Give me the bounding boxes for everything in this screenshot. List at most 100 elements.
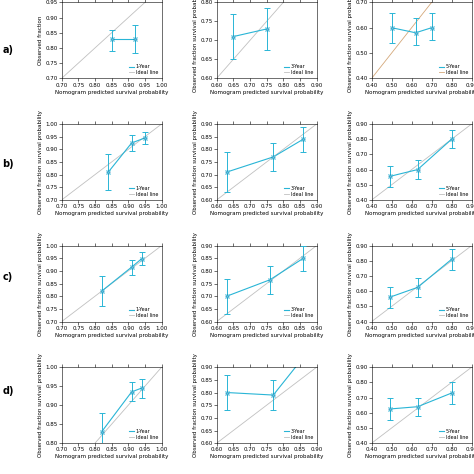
- Point: [388, 24, 395, 31]
- Point: [223, 168, 230, 176]
- Text: b): b): [2, 158, 14, 169]
- X-axis label: Nomogram predicted survival probability: Nomogram predicted survival probability: [210, 90, 323, 95]
- Point: [138, 255, 146, 263]
- Point: [303, 349, 310, 357]
- Point: [229, 33, 237, 40]
- Point: [448, 389, 456, 397]
- Y-axis label: Observed fraction survival probability: Observed fraction survival probability: [38, 110, 43, 214]
- Legend: 3-Year, Ideal line: 3-Year, Ideal line: [283, 63, 314, 76]
- Point: [386, 405, 393, 413]
- Point: [414, 166, 421, 173]
- Point: [270, 391, 277, 399]
- Point: [98, 287, 105, 295]
- Point: [386, 405, 393, 413]
- X-axis label: Nomogram predicted survival probability: Nomogram predicted survival probability: [55, 211, 168, 216]
- Legend: 1-Year, Ideal line: 1-Year, Ideal line: [128, 428, 159, 441]
- Y-axis label: Observed fraction survival probability: Observed fraction survival probability: [193, 0, 198, 92]
- Y-axis label: Observed fraction survival probability: Observed fraction survival probability: [193, 232, 198, 336]
- Point: [300, 136, 307, 143]
- Point: [104, 168, 112, 176]
- Point: [98, 428, 105, 436]
- Y-axis label: Observed fraction: Observed fraction: [38, 16, 43, 65]
- Point: [414, 283, 421, 291]
- Point: [128, 139, 136, 147]
- Point: [138, 384, 146, 392]
- Point: [428, 24, 436, 31]
- Point: [270, 391, 277, 399]
- Point: [108, 35, 115, 43]
- Legend: 3-Year, Ideal line: 3-Year, Ideal line: [283, 307, 314, 319]
- Point: [448, 255, 456, 263]
- Point: [412, 29, 419, 36]
- Point: [138, 255, 146, 263]
- Point: [128, 388, 136, 396]
- Point: [128, 388, 136, 396]
- Point: [223, 292, 230, 300]
- Point: [448, 136, 456, 143]
- Point: [229, 33, 237, 40]
- Point: [412, 29, 419, 36]
- Y-axis label: Observed fraction survival probability: Observed fraction survival probability: [38, 232, 43, 336]
- Y-axis label: Observed fraction survival probability: Observed fraction survival probability: [193, 110, 198, 214]
- Point: [131, 35, 139, 43]
- Point: [386, 173, 393, 180]
- Point: [128, 264, 136, 271]
- Point: [98, 428, 105, 436]
- Point: [414, 403, 421, 410]
- Point: [128, 264, 136, 271]
- Point: [270, 153, 277, 161]
- Point: [428, 24, 436, 31]
- Point: [448, 255, 456, 263]
- Legend: 5-Year, Ideal line: 5-Year, Ideal line: [438, 185, 469, 198]
- Point: [303, 349, 310, 357]
- X-axis label: Nomogram predicted survival probability: Nomogram predicted survival probability: [210, 211, 323, 216]
- Point: [223, 292, 230, 300]
- Point: [108, 35, 115, 43]
- Point: [141, 134, 149, 142]
- Text: c): c): [2, 272, 13, 283]
- Legend: 1-Year, Ideal line: 1-Year, Ideal line: [128, 63, 159, 76]
- Point: [138, 384, 146, 392]
- X-axis label: Nomogram predicted survival probability: Nomogram predicted survival probability: [210, 333, 323, 338]
- Point: [300, 136, 307, 143]
- X-axis label: Nomogram predicted survival probability: Nomogram predicted survival probability: [210, 455, 323, 459]
- X-axis label: Nomogram predicted survival probability: Nomogram predicted survival probability: [365, 333, 474, 338]
- Point: [448, 389, 456, 397]
- Y-axis label: Observed fraction survival probability: Observed fraction survival probability: [348, 110, 353, 214]
- Point: [266, 276, 274, 283]
- Y-axis label: Observed fraction survival probability: Observed fraction survival probability: [38, 353, 43, 457]
- Point: [263, 25, 270, 33]
- X-axis label: Nomogram predicted survival probability: Nomogram predicted survival probability: [55, 90, 168, 95]
- Point: [448, 136, 456, 143]
- Point: [270, 153, 277, 161]
- Point: [223, 389, 230, 396]
- Point: [414, 283, 421, 291]
- X-axis label: Nomogram predicted survival probability: Nomogram predicted survival probability: [365, 90, 474, 95]
- Text: a): a): [2, 45, 13, 55]
- Point: [300, 255, 307, 262]
- Y-axis label: Observed fraction survival probability: Observed fraction survival probability: [348, 232, 353, 336]
- Point: [98, 287, 105, 295]
- Point: [388, 24, 395, 31]
- Legend: 1-Year, Ideal line: 1-Year, Ideal line: [128, 185, 159, 198]
- Point: [128, 139, 136, 147]
- Y-axis label: Observed fraction survival probability: Observed fraction survival probability: [193, 353, 198, 457]
- Point: [141, 134, 149, 142]
- Legend: 1-Year, Ideal line: 1-Year, Ideal line: [128, 307, 159, 319]
- Point: [104, 168, 112, 176]
- Y-axis label: Observed fraction survival probability: Observed fraction survival probability: [348, 353, 353, 457]
- Legend: 5-Year, Ideal line: 5-Year, Ideal line: [438, 307, 469, 319]
- Point: [266, 276, 274, 283]
- Legend: 5-Year, Ideal line: 5-Year, Ideal line: [438, 428, 469, 441]
- Point: [263, 25, 270, 33]
- X-axis label: Nomogram predicted survival probability: Nomogram predicted survival probability: [55, 333, 168, 338]
- Point: [386, 293, 393, 301]
- Point: [131, 35, 139, 43]
- Point: [300, 255, 307, 262]
- Point: [223, 389, 230, 396]
- Point: [386, 173, 393, 180]
- Y-axis label: Observed fraction survival probability: Observed fraction survival probability: [348, 0, 353, 92]
- Legend: 3-Year, Ideal line: 3-Year, Ideal line: [283, 428, 314, 441]
- Point: [223, 168, 230, 176]
- Text: d): d): [2, 386, 14, 396]
